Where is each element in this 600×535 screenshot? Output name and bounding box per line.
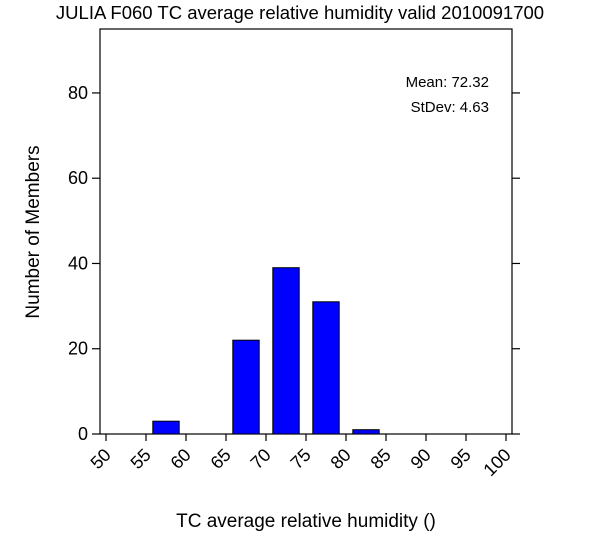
y-tick-label: 0 bbox=[78, 424, 88, 444]
x-tick-label: 50 bbox=[87, 445, 115, 473]
histogram-bar bbox=[232, 339, 260, 435]
histogram-bar bbox=[352, 429, 380, 435]
x-tick-label: 65 bbox=[207, 445, 235, 473]
bars-group bbox=[152, 267, 380, 435]
y-tick-label: 40 bbox=[68, 253, 88, 273]
x-tick-label: 90 bbox=[407, 445, 435, 473]
y-axis: 0 20 40 60 80 bbox=[68, 83, 520, 444]
x-tick-label: 70 bbox=[247, 445, 275, 473]
y-tick-label: 60 bbox=[68, 168, 88, 188]
y-tick-label: 80 bbox=[68, 83, 88, 103]
chart-title: JULIA F060 TC average relative humidity … bbox=[55, 2, 545, 23]
histogram-bar bbox=[272, 267, 300, 435]
x-tick-label: 80 bbox=[327, 445, 355, 473]
x-tick-label: 100 bbox=[479, 445, 514, 480]
x-axis-label: TC average relative humidity () bbox=[176, 511, 436, 532]
histogram-bar bbox=[312, 301, 340, 435]
x-axis: 50 55 60 65 70 75 80 85 90 95 100 bbox=[87, 434, 515, 480]
x-tick-label: 60 bbox=[167, 445, 195, 473]
mean-label: Mean: 72.32 bbox=[406, 74, 489, 91]
y-tick-label: 20 bbox=[68, 339, 88, 359]
x-tick-label: 55 bbox=[127, 445, 155, 473]
y-axis-label: Number of Members bbox=[23, 145, 44, 318]
x-tick-label: 75 bbox=[287, 445, 315, 473]
x-tick-label: 95 bbox=[447, 445, 475, 473]
histogram-bar bbox=[152, 420, 180, 435]
stdev-label: StDev: 4.63 bbox=[411, 99, 489, 116]
x-tick-label: 85 bbox=[367, 445, 395, 473]
